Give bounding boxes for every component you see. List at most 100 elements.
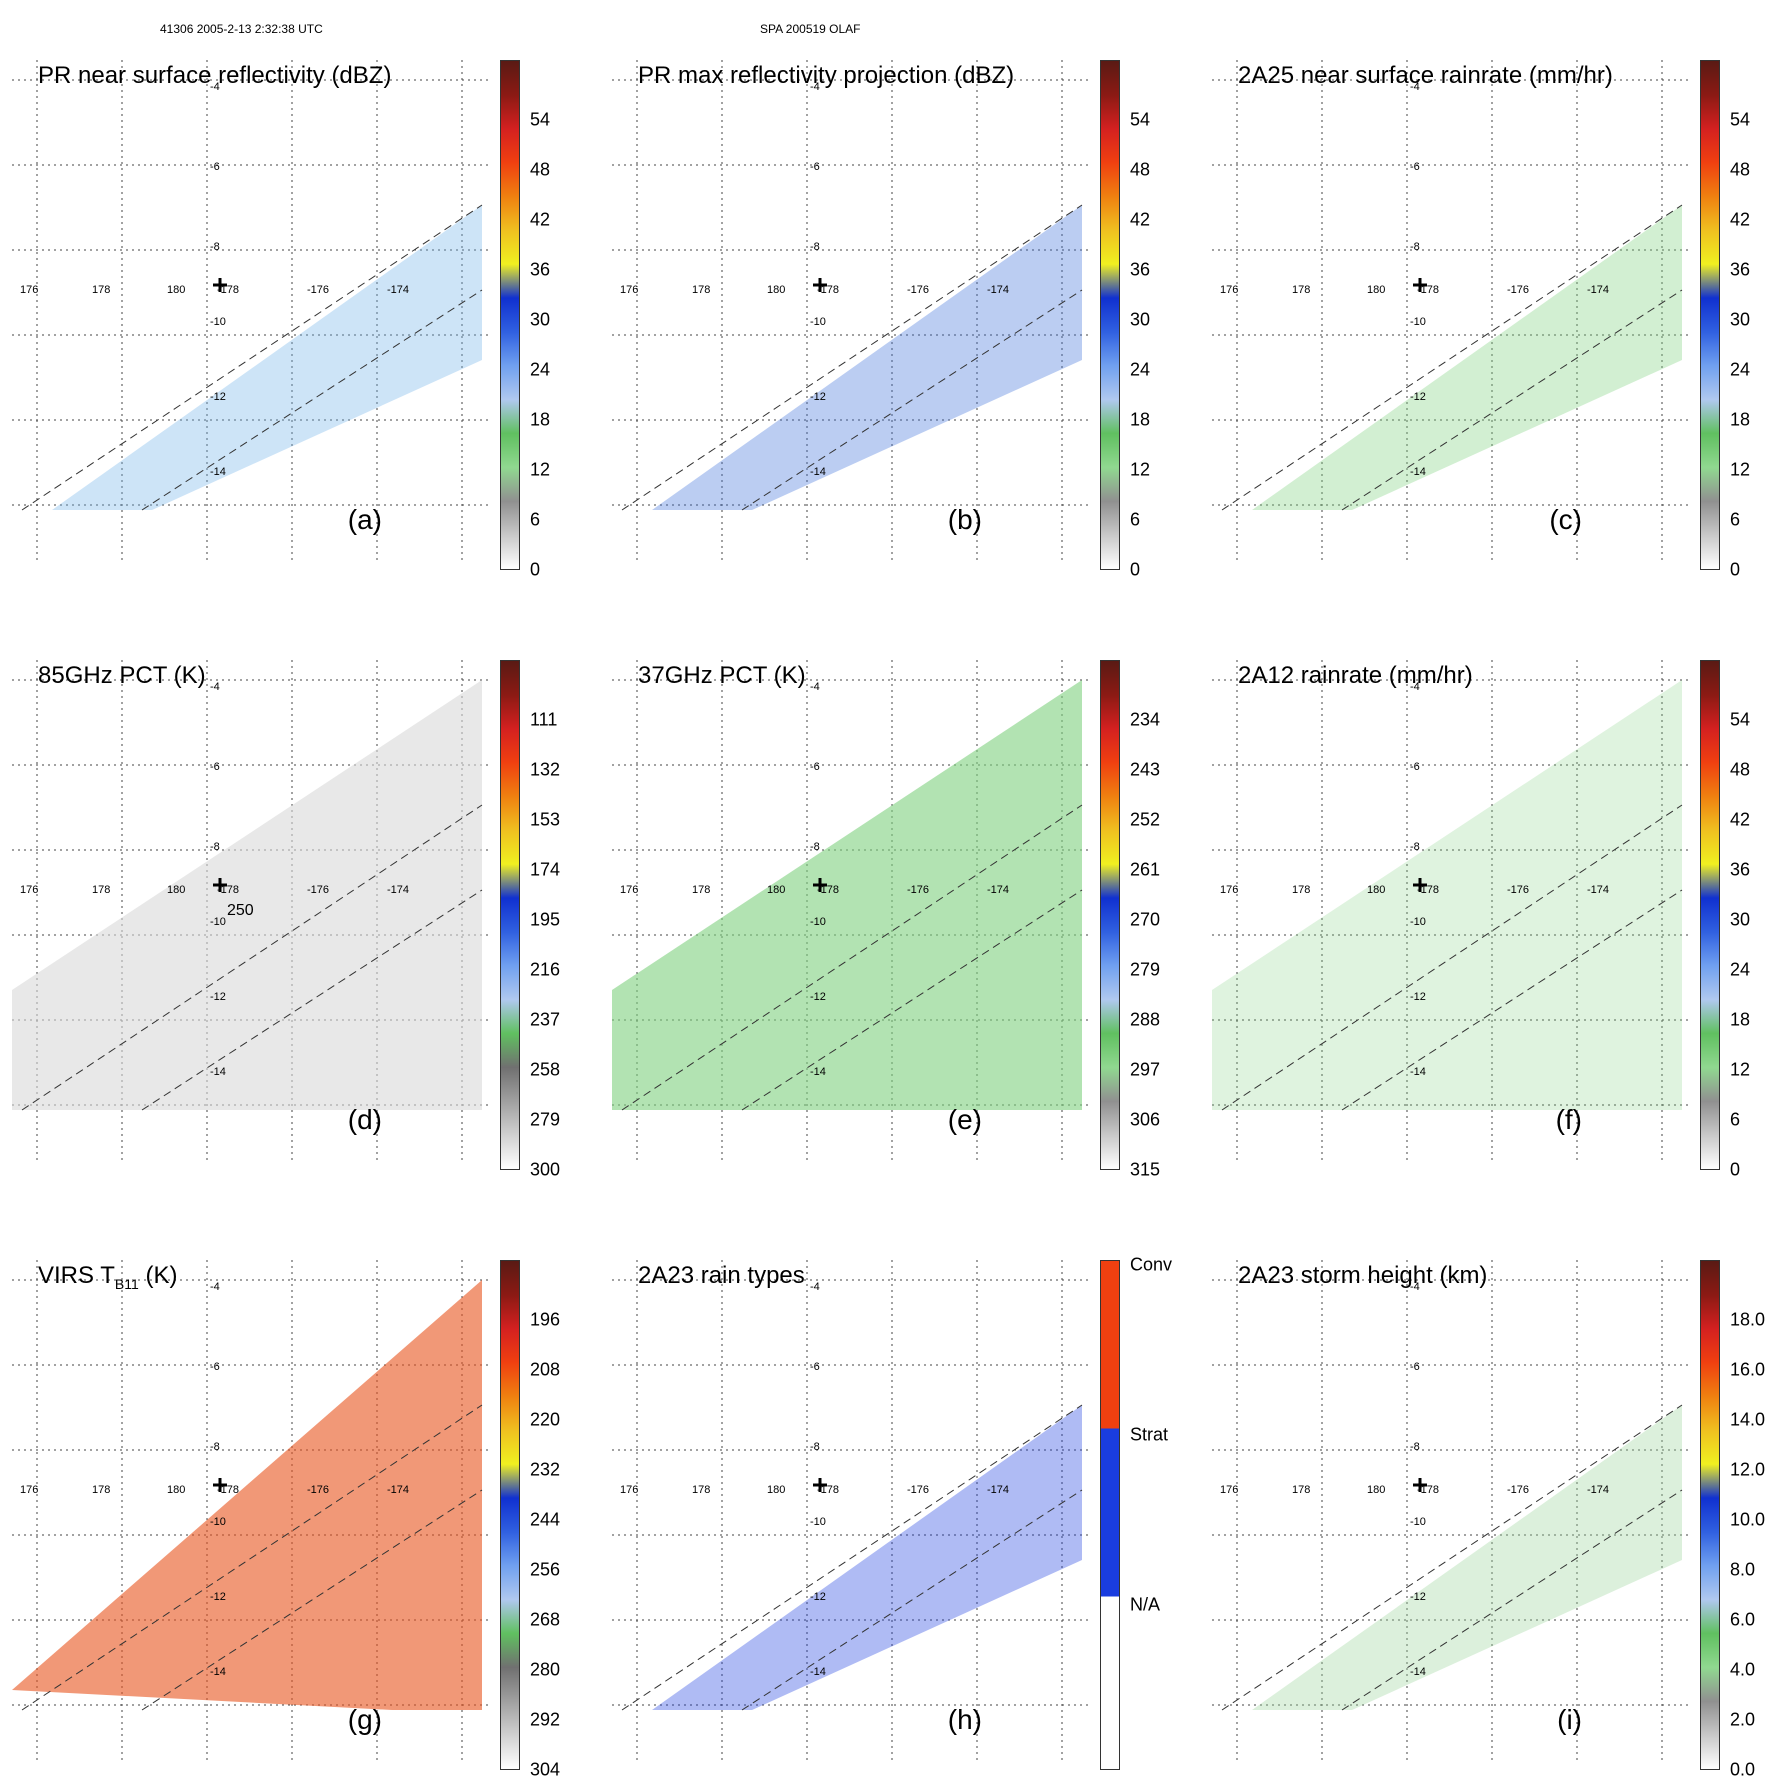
map-svg: 176 178 180 -178 -176 -174 -4 -6 -8 -10 -12 -14 bbox=[612, 660, 1090, 1160]
lat-label: -4 bbox=[1410, 1281, 1420, 1293]
colorbar-tick-label: 16.0 bbox=[1730, 1359, 1766, 1380]
colorbar bbox=[500, 660, 520, 1170]
contour-annotation: 250 bbox=[227, 902, 254, 919]
panel-b: 176 178 180 -178 -176 -174 -4 -6 -8 -10 -12 -14 PR m… bbox=[600, 40, 1150, 580]
colorbar-tick-label: 14.0 bbox=[1730, 1409, 1766, 1430]
lon-label: 180 bbox=[167, 884, 185, 896]
colorbar-tick-label: 195 bbox=[530, 909, 561, 930]
lon-label: 178 bbox=[692, 1484, 710, 1496]
map-svg: 176 178 180 -178 -176 -174 -4 -6 -8 -10 -12 -14 bbox=[1212, 1260, 1690, 1760]
colorbar-tick-label: 6 bbox=[1730, 509, 1741, 530]
colorbar-tick-label: 10.0 bbox=[1730, 1509, 1766, 1530]
lat-label: -6 bbox=[1410, 161, 1420, 173]
lon-label: 176 bbox=[20, 1484, 38, 1496]
lat-label: -6 bbox=[810, 161, 820, 173]
storm-info: SPA 200519 OLAF bbox=[760, 22, 861, 36]
lon-label: -174 bbox=[1587, 884, 1609, 896]
lat-label: -8 bbox=[810, 241, 820, 253]
colorbar-tick-label: 30 bbox=[1730, 909, 1751, 930]
lat-label: -14 bbox=[810, 1066, 826, 1078]
colorbar-tick-label: 54 bbox=[1730, 109, 1751, 130]
colorbar-tick-label: 0 bbox=[1130, 559, 1141, 580]
lon-label: 180 bbox=[167, 284, 185, 296]
colorbar-tick-label: 280 bbox=[530, 1659, 561, 1680]
lat-label: -10 bbox=[1410, 1516, 1426, 1528]
panel-label: (b) bbox=[947, 504, 982, 535]
lon-label: -178 bbox=[817, 284, 839, 296]
lon-label: 180 bbox=[1367, 1484, 1385, 1496]
lat-label: -10 bbox=[1410, 916, 1426, 928]
lat-label: -6 bbox=[1410, 1361, 1420, 1373]
swath-edge bbox=[21, 804, 483, 1111]
lon-label: 180 bbox=[1367, 884, 1385, 896]
colorbar-tick-label: 243 bbox=[1130, 759, 1161, 780]
colorbar-tick-label: 196 bbox=[530, 1309, 561, 1330]
swath-edge bbox=[141, 289, 483, 511]
lat-label: -10 bbox=[810, 916, 826, 928]
colorbar-ticks: 234 243 252 261 270 279 288 297 306 315 bbox=[1130, 660, 1190, 1180]
colorbar-tick-label: 12 bbox=[530, 459, 551, 480]
lat-label: -6 bbox=[210, 161, 220, 173]
colorbar-tick-label: 208 bbox=[530, 1359, 561, 1380]
swath-edge bbox=[1341, 289, 1683, 511]
storm-center-icon bbox=[1413, 878, 1427, 892]
lon-label: -174 bbox=[387, 284, 409, 296]
lat-label: -6 bbox=[210, 1361, 220, 1373]
storm-center-icon bbox=[813, 1478, 827, 1492]
data-region bbox=[1252, 205, 1682, 510]
lon-label: -174 bbox=[1587, 284, 1609, 296]
swath-edge bbox=[741, 889, 1083, 1111]
colorbar-ticks: 54 48 42 36 30 24 18 12 6 0 bbox=[1730, 660, 1771, 1180]
colorbar-tick-label: 30 bbox=[1730, 309, 1751, 330]
lat-label: -4 bbox=[1410, 681, 1420, 693]
lon-label: -178 bbox=[217, 1484, 239, 1496]
colorbar bbox=[1700, 660, 1720, 1170]
colorbar-tick-label: 18 bbox=[1730, 409, 1751, 430]
lon-label: 176 bbox=[1220, 884, 1238, 896]
colorbar-tick-label: 8.0 bbox=[1730, 1559, 1756, 1580]
lon-label: 178 bbox=[692, 884, 710, 896]
colorbar-tick-label: 12 bbox=[1130, 459, 1151, 480]
colorbar bbox=[500, 1260, 520, 1770]
lon-label: -178 bbox=[1417, 284, 1439, 296]
colorbar-tick-label: 18 bbox=[1130, 409, 1151, 430]
lon-label: 178 bbox=[1292, 884, 1310, 896]
lon-label: -178 bbox=[817, 1484, 839, 1496]
colorbar-tick-label: 232 bbox=[530, 1459, 561, 1480]
panel-label: (h) bbox=[947, 1704, 982, 1735]
lon-label: 176 bbox=[1220, 284, 1238, 296]
swath-edge bbox=[21, 1404, 483, 1711]
swath-edge bbox=[21, 204, 483, 511]
colorbar-tick-label: 36 bbox=[1730, 259, 1751, 280]
lat-label: -8 bbox=[1410, 841, 1420, 853]
colorbar-tick-label: 36 bbox=[530, 259, 551, 280]
lon-label: 176 bbox=[620, 284, 638, 296]
colorbar-tick-label: 42 bbox=[1730, 809, 1751, 830]
colorbar-tick-label: 174 bbox=[530, 859, 561, 880]
map-svg: 176 178 180 -178 -176 -174 -4 -6 -8 -10 -12 -14 bbox=[1212, 660, 1690, 1160]
panel-label: (a) bbox=[347, 504, 382, 535]
lat-label: -10 bbox=[210, 316, 226, 328]
lat-label: -4 bbox=[810, 681, 820, 693]
lat-label: -8 bbox=[210, 241, 220, 253]
storm-center-icon bbox=[213, 1478, 227, 1492]
colorbar-tick-label: 24 bbox=[530, 359, 551, 380]
lat-label: -12 bbox=[210, 1591, 226, 1603]
colorbar-tick-label: 12 bbox=[1730, 1059, 1751, 1080]
panel-label: (i) bbox=[1557, 1704, 1582, 1735]
colorbar-tick-label: 6.0 bbox=[1730, 1609, 1756, 1630]
lon-label: 176 bbox=[620, 1484, 638, 1496]
lon-label: -174 bbox=[987, 284, 1009, 296]
data-region bbox=[52, 205, 482, 510]
lon-label: 178 bbox=[92, 884, 110, 896]
colorbar-tick-label: 12.0 bbox=[1730, 1459, 1766, 1480]
colorbar-tick-label: 0 bbox=[1730, 1159, 1741, 1180]
map-area: 176 178 180 -178 -176 -174 -4 -6 -8 -10 -12 -14 bbox=[12, 60, 490, 560]
colorbar-tick-label: 42 bbox=[1130, 209, 1151, 230]
colorbar-tick-label: 54 bbox=[1730, 709, 1751, 730]
lon-label: -174 bbox=[1587, 1484, 1609, 1496]
colorbar-tick-label: 258 bbox=[530, 1059, 561, 1080]
colorbar-tick-label: 36 bbox=[1730, 859, 1751, 880]
lon-label: -176 bbox=[1507, 884, 1529, 896]
colorbar-tick-label: 237 bbox=[530, 1009, 561, 1030]
